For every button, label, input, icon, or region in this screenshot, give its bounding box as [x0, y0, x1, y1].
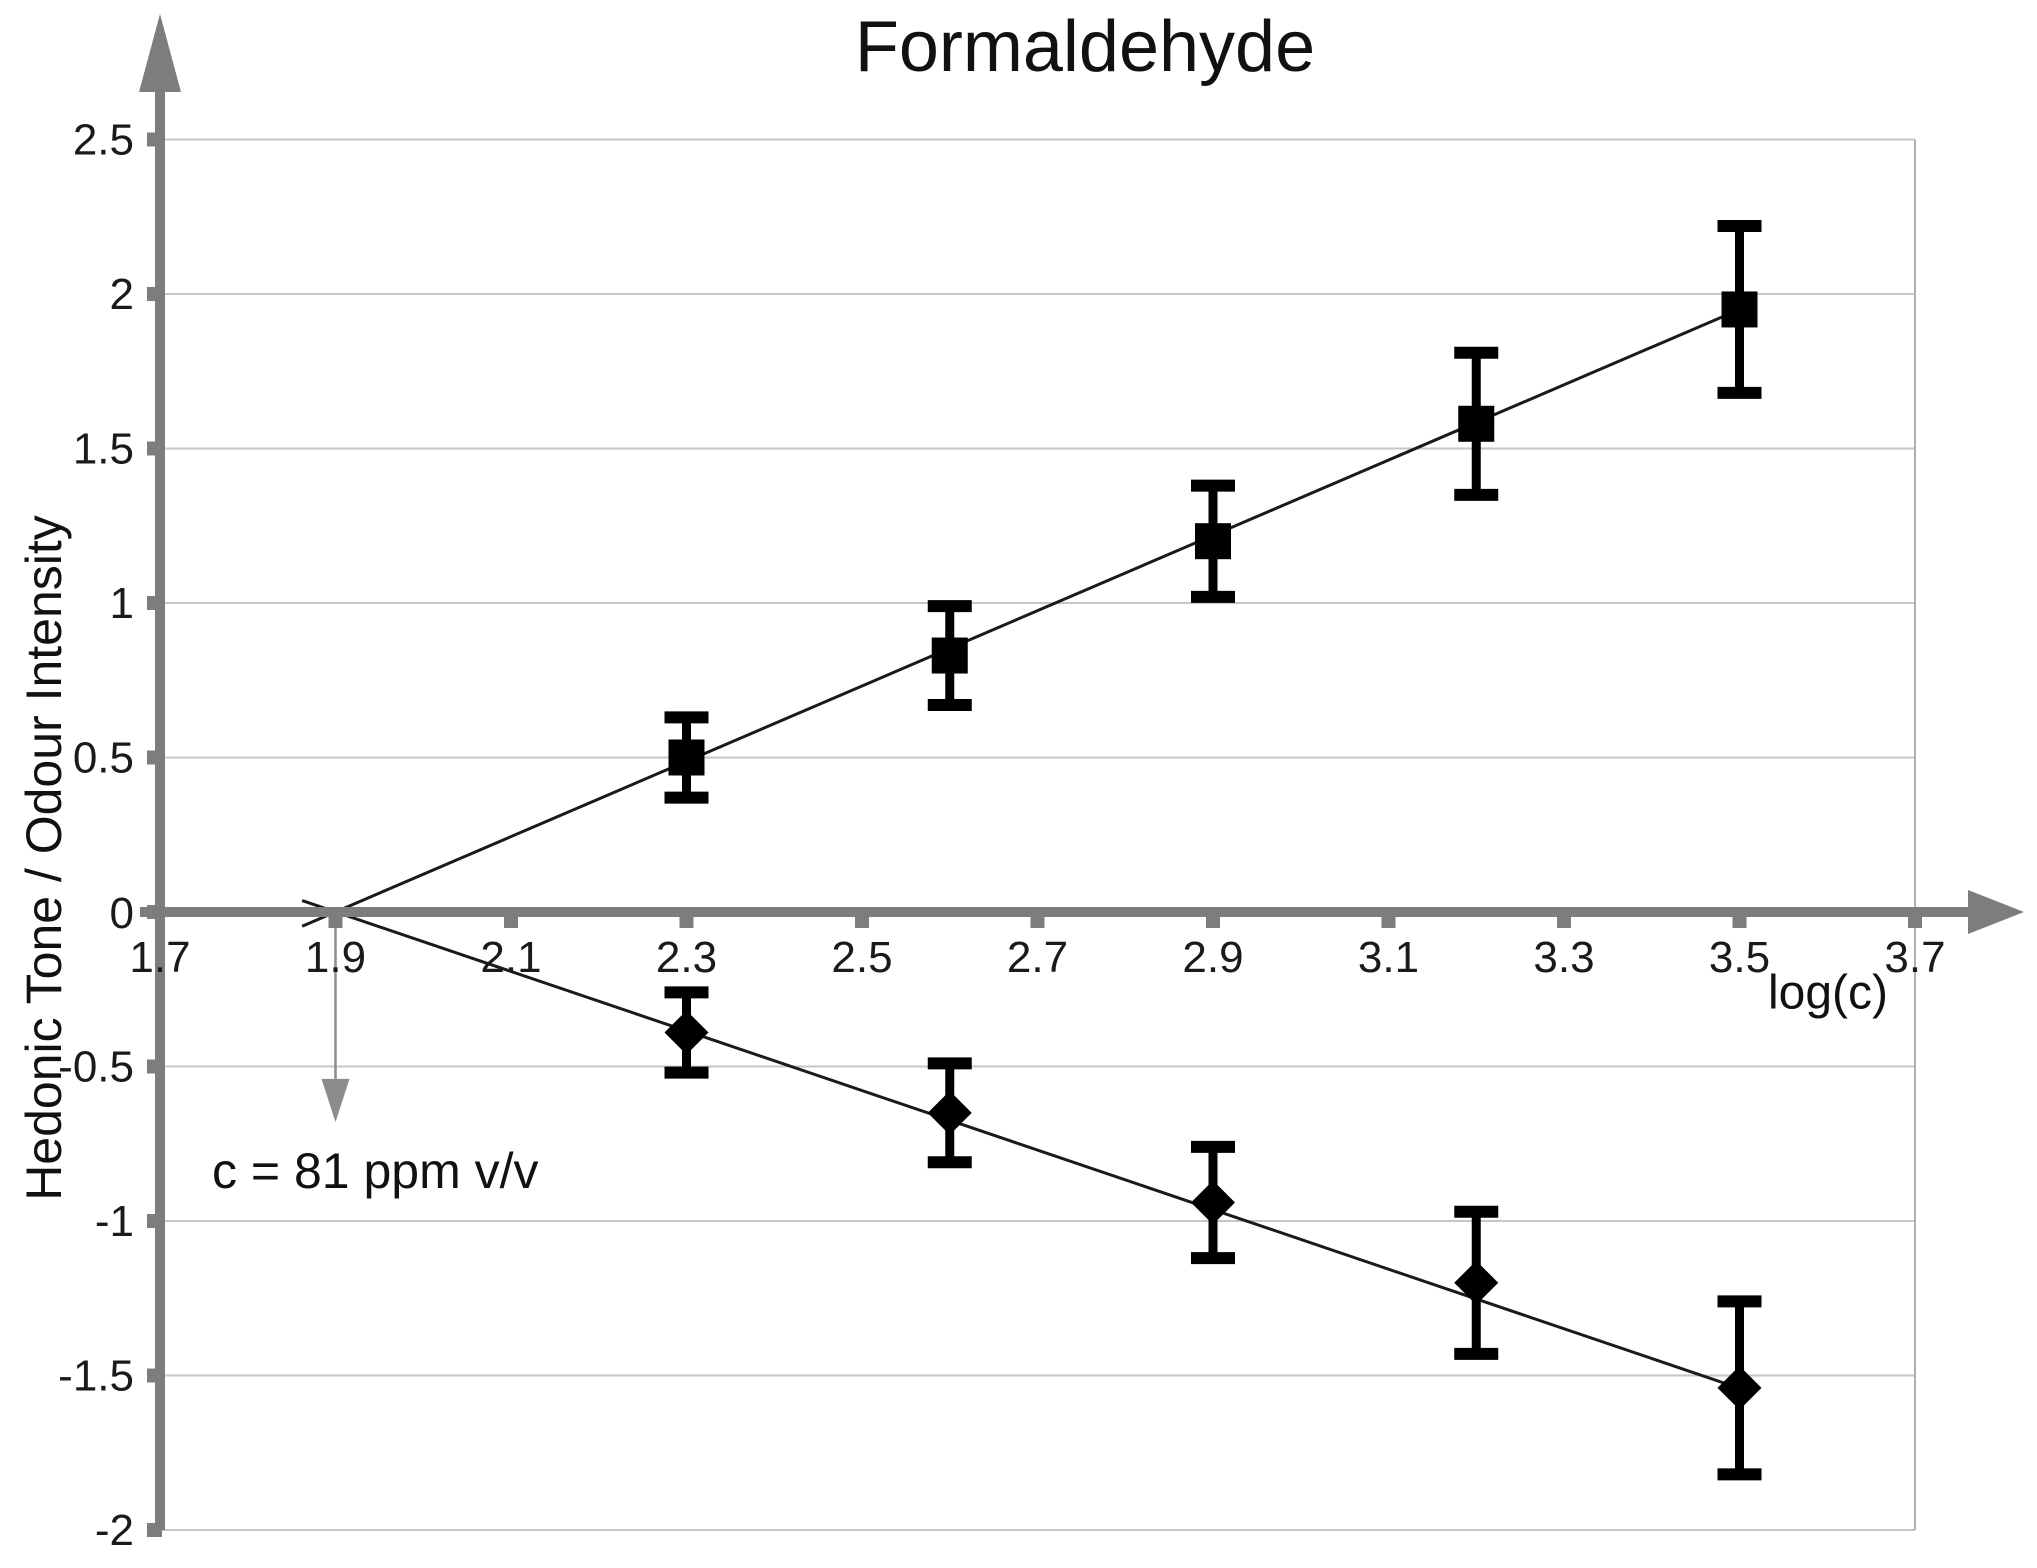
annotation-text: c = 81 ppm v/v — [212, 1143, 539, 1199]
y-tick-mark — [147, 1214, 162, 1228]
y-tick-label: -1 — [95, 1197, 134, 1246]
x-tick-label: 2.3 — [656, 933, 717, 982]
y-tick-label: 2.5 — [73, 116, 134, 165]
diamond-marker — [927, 1090, 972, 1135]
y-tick-mark — [147, 1523, 162, 1537]
x-tick-mark — [1732, 913, 1747, 928]
y-tick-mark — [147, 132, 162, 147]
y-tick-label: -0.5 — [58, 1043, 134, 1092]
y-axis-title: Hedonic Tone / Odour Intensity — [16, 515, 72, 1201]
square-marker — [1195, 523, 1231, 560]
x-tick-mark — [855, 913, 869, 928]
x-tick-mark — [504, 913, 518, 928]
diamond-marker — [1191, 1180, 1235, 1225]
annotation-arrowhead-icon — [321, 1078, 350, 1123]
y-tick-label: -1.5 — [58, 1352, 134, 1401]
y-tick-label: -2 — [95, 1506, 134, 1555]
x-tick-label: 1.7 — [129, 933, 190, 982]
series-odour-intensity — [664, 220, 1762, 804]
x-tick-label: 3.7 — [1884, 933, 1945, 982]
x-tick-label: 3.3 — [1533, 933, 1594, 982]
y-tick-label: 0.5 — [73, 734, 134, 783]
x-tick-mark — [1030, 913, 1045, 928]
y-tick-label: 2 — [110, 270, 134, 319]
chart-title: Formaldehyde — [854, 7, 1316, 87]
x-tick-mark — [1206, 913, 1220, 928]
diamond-marker — [1717, 1365, 1762, 1410]
y-tick-label: 0 — [110, 889, 134, 938]
series-hedonic-tone — [664, 986, 1762, 1481]
x-tick-label: 2.5 — [831, 933, 892, 982]
x-tick-labels: 1.7 1.9 2.1 2.3 2.5 2.7 2.9 3.1 3.3 3.5 3.7 — [129, 933, 1945, 982]
y-tick-mark — [147, 596, 162, 610]
x-tick-mark — [1557, 913, 1571, 928]
y-tick-label: 1.5 — [73, 425, 134, 474]
diamond-marker — [664, 1010, 709, 1055]
x-tick-mark — [1908, 913, 1922, 928]
tick-marks — [147, 132, 1922, 1537]
gridlines — [160, 138, 1915, 1531]
y-axis-arrowhead-icon — [139, 14, 181, 92]
y-tick-mark — [147, 750, 162, 765]
x-tick-label: 3.1 — [1358, 933, 1419, 982]
y-tick-mark — [147, 441, 162, 456]
x-tick-mark — [679, 913, 694, 928]
square-marker — [931, 637, 968, 674]
x-tick-mark — [1381, 913, 1396, 928]
x-axis-title: log(c) — [1767, 966, 1889, 1020]
y-tick-label: 1 — [110, 579, 134, 628]
x-tick-label: 2.7 — [1007, 933, 1068, 982]
x-tick-mark — [328, 913, 343, 928]
square-marker — [1458, 405, 1495, 442]
trendline-odour-intensity — [301, 306, 1745, 928]
x-tick-label: 2.9 — [1182, 933, 1243, 982]
x-tick-label: 2.1 — [480, 933, 541, 982]
y-tick-mark — [147, 1368, 162, 1383]
y-tick-mark — [147, 287, 162, 301]
diamond-marker — [1454, 1260, 1499, 1305]
trendline-hedonic-tone — [301, 899, 1749, 1393]
y-tick-mark — [147, 905, 162, 919]
square-marker — [1721, 291, 1758, 328]
x-tick-label: 1.9 — [305, 933, 366, 982]
square-marker — [668, 739, 705, 776]
y-tick-labels: 2.5 2 1.5 1 0.5 0 -0.5 -1 -1.5 -2 — [58, 116, 134, 1556]
y-tick-mark — [147, 1059, 162, 1074]
x-axis-arrowhead-icon — [1968, 890, 2024, 934]
x-tick-label: 3.5 — [1709, 933, 1770, 982]
